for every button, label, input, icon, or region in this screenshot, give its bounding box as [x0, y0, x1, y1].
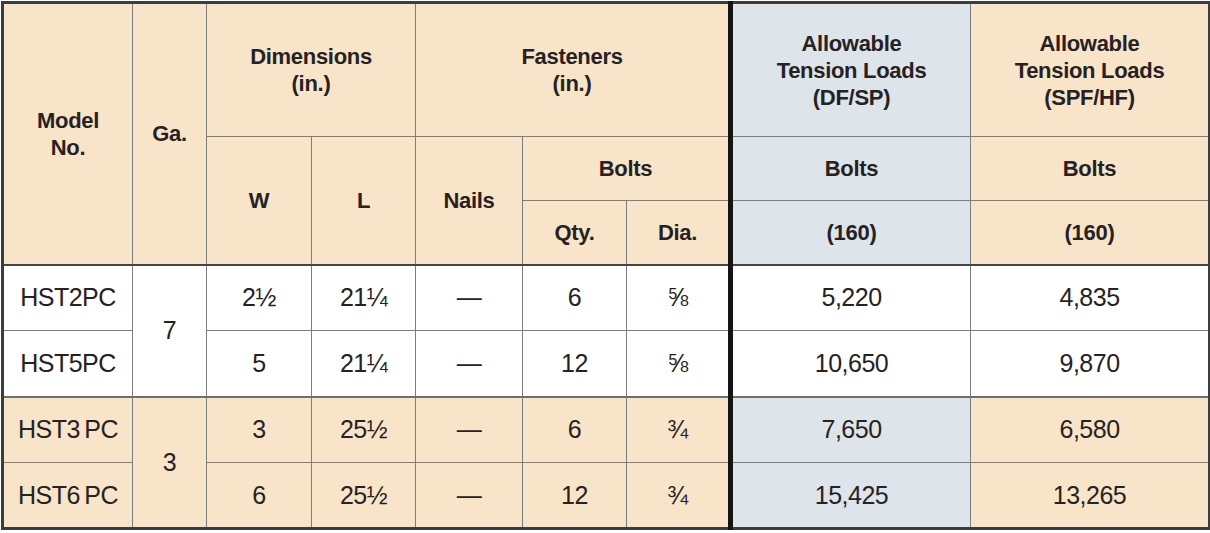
cell-nails: —	[416, 397, 523, 463]
header-l: L	[312, 137, 416, 265]
cell-l: 21¼	[312, 265, 416, 331]
cell-nails: —	[416, 463, 523, 529]
cell-l: 25½	[312, 397, 416, 463]
cell-model: HST2PC	[3, 265, 133, 331]
cell-model: HST6 PC	[3, 463, 133, 529]
cell-w: 3	[207, 397, 312, 463]
cell-load-dfsp: 10,650	[731, 331, 971, 397]
header-dimensions: Dimensions (in.)	[207, 3, 416, 137]
cell-bolts-qty: 12	[523, 331, 627, 397]
cell-load-dfsp: 5,220	[731, 265, 971, 331]
header-160-dfsp: (160)	[731, 201, 971, 265]
cell-load-dfsp: 7,650	[731, 397, 971, 463]
cell-w: 5	[207, 331, 312, 397]
header-bolts-dfsp: Bolts	[731, 137, 971, 201]
header-model-no: Model No.	[3, 3, 133, 265]
header-atl-spfhf: Allowable Tension Loads (SPF/HF)	[971, 3, 1210, 137]
cell-model: HST3 PC	[3, 397, 133, 463]
header-bolts-spfhf: Bolts	[971, 137, 1210, 201]
cell-ga: 3	[133, 397, 207, 529]
cell-load-spfhf: 4,835	[971, 265, 1210, 331]
cell-bolts-qty: 6	[523, 397, 627, 463]
cell-bolts-dia: ¾	[627, 397, 731, 463]
row-hst3pc: HST3 PC 3 3 25½ — 6 ¾ 7,650 6,580	[3, 397, 1210, 463]
cell-nails: —	[416, 265, 523, 331]
header-atl-dfsp: Allowable Tension Loads (DF/SP)	[731, 3, 971, 137]
cell-ga: 7	[133, 265, 207, 397]
cell-bolts-qty: 6	[523, 265, 627, 331]
cell-w: 6	[207, 463, 312, 529]
cell-load-spfhf: 6,580	[971, 397, 1210, 463]
cell-bolts-qty: 12	[523, 463, 627, 529]
cell-bolts-dia: ⅝	[627, 265, 731, 331]
header-bolts: Bolts	[523, 137, 731, 201]
header-fasteners: Fasteners (in.)	[416, 3, 731, 137]
cell-load-spfhf: 9,870	[971, 331, 1210, 397]
cell-w: 2½	[207, 265, 312, 331]
header-bolts-qty: Qty.	[523, 201, 627, 265]
header-nails: Nails	[416, 137, 523, 265]
cell-load-dfsp: 15,425	[731, 463, 971, 529]
cell-bolts-dia: ⅝	[627, 331, 731, 397]
row-hst2pc: HST2PC 7 2½ 21¼ — 6 ⅝ 5,220 4,835	[3, 265, 1210, 331]
spec-table: Model No. Ga. Dimensions (in.) Fasteners…	[1, 1, 1210, 530]
cell-nails: —	[416, 331, 523, 397]
header-ga: Ga.	[133, 3, 207, 265]
cell-l: 21¼	[312, 331, 416, 397]
header-w: W	[207, 137, 312, 265]
cell-load-spfhf: 13,265	[971, 463, 1210, 529]
header-160-spfhf: (160)	[971, 201, 1210, 265]
cell-model: HST5PC	[3, 331, 133, 397]
cell-l: 25½	[312, 463, 416, 529]
cell-bolts-dia: ¾	[627, 463, 731, 529]
header-bolts-dia: Dia.	[627, 201, 731, 265]
